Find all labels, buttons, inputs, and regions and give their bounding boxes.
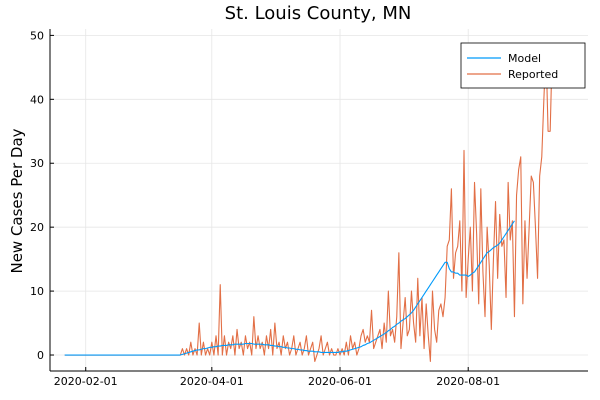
legend-label-model: Model xyxy=(508,52,541,65)
chart-title: St. Louis County, MN xyxy=(225,3,412,24)
y-tick-label: 50 xyxy=(30,29,44,42)
x-tick-label: 2020-06-01 xyxy=(308,375,372,388)
x-ticks: 2020-02-01 2020-04-01 2020-06-01 2020-08-01 xyxy=(54,367,500,388)
series-group xyxy=(64,47,553,362)
y-tick-label: 30 xyxy=(30,157,44,170)
x-tick-label: 2020-04-01 xyxy=(180,375,244,388)
legend-label-reported: Reported xyxy=(508,68,558,81)
x-tick-label: 2020-08-01 xyxy=(436,375,500,388)
y-tick-label: 40 xyxy=(30,93,44,106)
legend: Model Reported xyxy=(460,42,586,89)
x-tick-label: 2020-02-01 xyxy=(54,375,118,388)
series-line-reported xyxy=(64,47,553,362)
y-axis-label: New Cases Per Day xyxy=(8,128,26,273)
y-tick-label: 20 xyxy=(30,221,44,234)
series-line-model xyxy=(64,220,515,356)
y-tick-label: 10 xyxy=(30,285,44,298)
axes xyxy=(49,29,588,372)
y-tick-label: 0 xyxy=(37,349,44,362)
legend-box xyxy=(460,42,586,89)
y-ticks: 0 10 20 30 40 50 xyxy=(30,29,54,362)
